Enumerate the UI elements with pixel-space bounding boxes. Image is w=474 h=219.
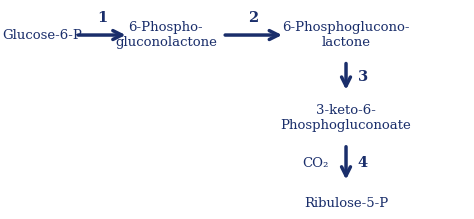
Text: Ribulose-5-P: Ribulose-5-P xyxy=(304,197,388,210)
Text: 3-keto-6-
Phosphogluconoate: 3-keto-6- Phosphogluconoate xyxy=(281,104,411,132)
Text: 6-Phospho-
gluconolactone: 6-Phospho- gluconolactone xyxy=(115,21,217,49)
Text: 4: 4 xyxy=(357,156,368,170)
Text: 3: 3 xyxy=(357,70,368,84)
Text: 6-Phosphoglucono-
lactone: 6-Phosphoglucono- lactone xyxy=(283,21,410,49)
Text: 1: 1 xyxy=(97,11,107,25)
Text: CO₂: CO₂ xyxy=(302,157,328,170)
Text: 2: 2 xyxy=(248,11,259,25)
Text: Glucose-6-P: Glucose-6-P xyxy=(3,28,82,42)
